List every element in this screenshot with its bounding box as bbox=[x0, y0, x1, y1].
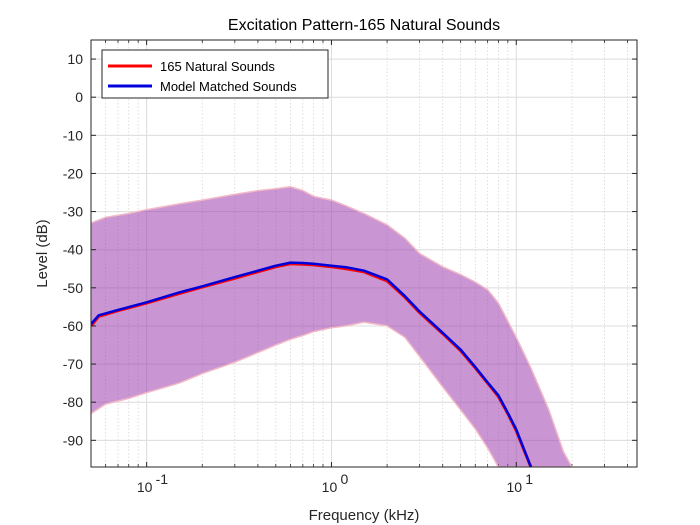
y-tick-label: -50 bbox=[63, 280, 83, 296]
legend-box bbox=[101, 49, 329, 99]
y-tick-label: -80 bbox=[63, 394, 83, 410]
axes-box bbox=[90, 39, 638, 468]
x-tick-label: 10 bbox=[322, 479, 338, 495]
y-tick-label: -30 bbox=[63, 204, 83, 220]
chart-title: Excitation Pattern-165 Natural Sounds bbox=[228, 17, 500, 34]
y-tick-label: -10 bbox=[63, 127, 83, 143]
x-tick-exponent: 0 bbox=[340, 471, 348, 487]
y-tick-label: 0 bbox=[75, 89, 83, 105]
series-layer bbox=[91, 261, 533, 467]
y-ticks: 10 0 -10 -20 -30 -40 -50 -60 -70 -80 -90 bbox=[63, 51, 637, 448]
variability-band bbox=[91, 186, 573, 467]
band-layer bbox=[91, 186, 573, 467]
series-line-2 bbox=[91, 261, 533, 467]
x-tick-exponent: -1 bbox=[156, 471, 169, 487]
y-axis-label: Level (dB) bbox=[34, 219, 51, 287]
y-tick-label: -70 bbox=[63, 356, 83, 372]
y-tick-label: -40 bbox=[63, 242, 83, 258]
x-tick-exponent: 1 bbox=[525, 471, 533, 487]
x-ticks: 10 -1 10 0 10 1 bbox=[137, 40, 533, 495]
y-tick-label: -60 bbox=[63, 318, 83, 334]
y-tick-label: -90 bbox=[63, 432, 83, 448]
x-axis-label: Frequency (kHz) bbox=[309, 507, 420, 524]
x-tick-label: 10 bbox=[137, 479, 153, 495]
legend-label-2: Model Matched Sounds bbox=[160, 79, 297, 94]
y-tick-label: -20 bbox=[63, 165, 83, 181]
legend: 165 Natural Sounds Model Matched Sounds bbox=[101, 49, 329, 99]
y-tick-label: 10 bbox=[67, 51, 83, 67]
legend-label-1: 165 Natural Sounds bbox=[160, 59, 275, 74]
x-tick-label: 10 bbox=[506, 479, 522, 495]
